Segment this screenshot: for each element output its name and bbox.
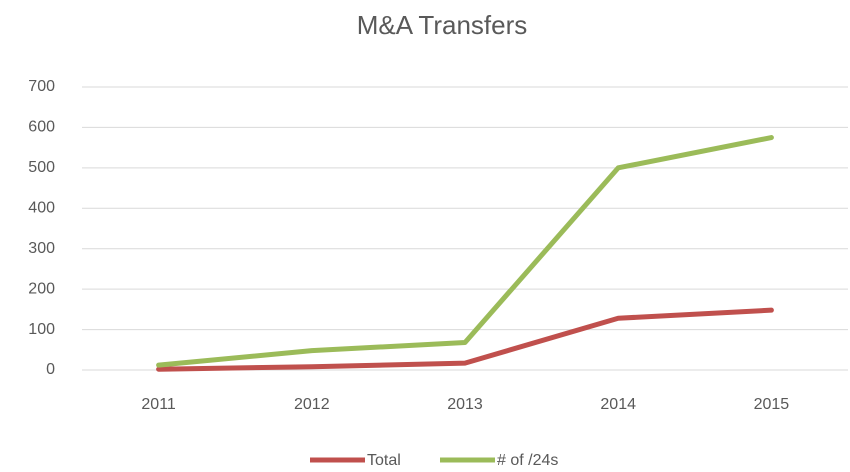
y-tick-label: 300 <box>28 240 55 257</box>
legend-label: Total <box>367 452 401 469</box>
y-tick-label: 500 <box>28 159 55 176</box>
y-tick-label: 0 <box>46 361 55 378</box>
data-line <box>156 307 774 372</box>
x-tick-label: 2015 <box>754 396 790 413</box>
y-tick-label: 600 <box>28 119 55 136</box>
x-tick-label: 2011 <box>141 396 176 413</box>
y-tick-label: 700 <box>28 78 55 95</box>
chart-title: M&A Transfers <box>357 10 528 40</box>
y-tick-label: 100 <box>28 321 55 338</box>
y-tick-label: 400 <box>28 200 55 217</box>
x-tick-label: 2014 <box>600 396 636 413</box>
y-tick-label: 200 <box>28 280 55 297</box>
data-line <box>156 135 774 368</box>
legend-label: # of /24s <box>497 452 558 469</box>
x-tick-label: 2012 <box>294 396 330 413</box>
x-tick-label: 2013 <box>447 396 483 413</box>
